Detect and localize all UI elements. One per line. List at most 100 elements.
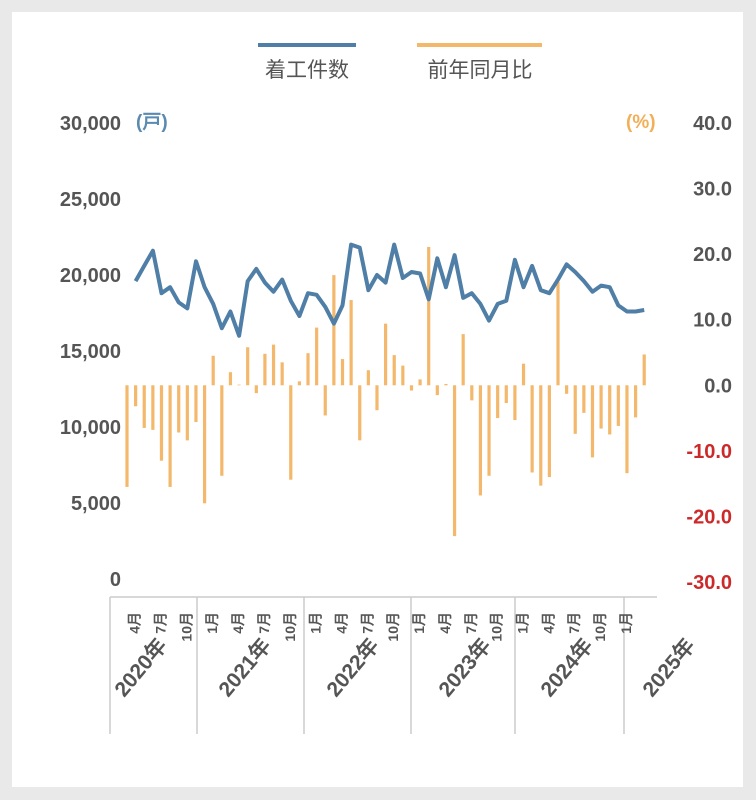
bar: [271, 344, 276, 386]
bar: [366, 370, 370, 386]
bar: [427, 246, 431, 386]
month-label: 10月: [489, 612, 505, 642]
month-label: 1月: [411, 612, 427, 634]
line-series: [133, 242, 645, 338]
bar: [461, 334, 465, 386]
bar: [315, 327, 319, 386]
bar: [444, 383, 448, 386]
combo-chart: 着工件数 前年同月比 (戸) (%) 0 5,000 10,000 15,000 20,…: [60, 43, 732, 734]
legend-bar-label: 前年同月比: [428, 59, 533, 82]
bar: [375, 385, 379, 411]
bar: [349, 300, 353, 386]
bar: [228, 372, 233, 386]
year-label: 2021年: [214, 634, 276, 701]
year-label: 2025年: [638, 634, 700, 701]
bar: [521, 363, 526, 386]
left-tick-label: 20,000: [60, 265, 121, 287]
x-axis: 4月 7月 10月 1月 4月 7月 10月 1月 4月 7月 10月 1月 4月 7月 10月 1月 4月 7月…: [109, 596, 700, 734]
left-tick-label: 10,000: [60, 417, 121, 439]
bar: [478, 385, 483, 496]
bar: [392, 355, 396, 386]
right-tick-label: -30.0: [686, 572, 732, 594]
bar: [358, 385, 362, 441]
bar: [332, 275, 336, 386]
bar: [142, 385, 146, 428]
year-label: 2023年: [434, 634, 496, 701]
month-label: 10月: [385, 612, 401, 642]
bar: [470, 385, 474, 401]
bar: [487, 385, 491, 476]
year-label: 2022年: [322, 634, 384, 701]
bar: [168, 385, 172, 487]
bar: [642, 354, 646, 386]
bar: [504, 385, 508, 403]
bar: [306, 353, 310, 386]
month-label: 10月: [592, 612, 608, 642]
bar: [565, 385, 569, 394]
bar: [496, 385, 500, 419]
bar: [194, 385, 198, 423]
bar: [220, 385, 224, 476]
month-label: 7月: [359, 612, 375, 634]
month-label: 7月: [256, 612, 272, 634]
right-tick-label: 20.0: [693, 244, 732, 266]
month-label: 1月: [204, 612, 220, 634]
right-tick-label: 40.0: [693, 113, 732, 135]
bar: [530, 385, 534, 473]
month-label: 1月: [308, 612, 324, 634]
bar: [608, 385, 612, 435]
right-tick-label: -10.0: [686, 441, 732, 463]
bar: [401, 365, 405, 386]
left-tick-label: 0: [110, 569, 121, 591]
bar: [539, 385, 543, 486]
bar: [452, 385, 457, 537]
bar: [616, 385, 620, 426]
month-label: 4月: [437, 612, 453, 634]
month-label: 1月: [515, 612, 531, 634]
bar: [340, 359, 345, 386]
bar: [263, 353, 267, 386]
right-tick-label: 10.0: [693, 310, 732, 332]
bar: [409, 385, 414, 391]
left-tick-label: 5,000: [71, 493, 121, 515]
bar: [125, 385, 129, 487]
bar: [185, 385, 189, 441]
month-label: 4月: [230, 612, 246, 634]
bar: [590, 385, 595, 458]
bar: [625, 385, 629, 474]
bar: [384, 323, 388, 386]
bar: [254, 385, 258, 394]
chart-card: 着工件数 前年同月比 (戸) (%) 0 5,000 10,000 15,000 20,…: [12, 12, 743, 787]
month-label: 4月: [540, 612, 556, 634]
year-label: 2020年: [110, 634, 172, 701]
month-label: 4月: [334, 612, 350, 634]
month-label: 4月: [127, 612, 143, 634]
bar: [289, 385, 293, 480]
right-tick-label: -20.0: [686, 506, 732, 528]
legend-line-label: 着工件数: [265, 59, 349, 82]
bar: [202, 385, 207, 504]
month-label: 10月: [178, 612, 194, 642]
right-tick-label: 30.0: [693, 179, 732, 201]
bar: [237, 384, 241, 386]
bar: [573, 385, 577, 434]
bar: [280, 362, 284, 386]
bar: [633, 385, 638, 418]
month-label: 7月: [566, 612, 582, 634]
left-axis-ticks: 0 5,000 10,000 15,000 20,000 25,000 30,000: [60, 113, 121, 591]
left-axis-unit: (戸): [136, 112, 168, 133]
bar: [134, 385, 138, 407]
month-label: 1月: [618, 612, 634, 634]
legend: 着工件数 前年同月比: [258, 43, 542, 82]
bar: [582, 385, 586, 413]
bar: [246, 347, 250, 386]
right-axis-unit: (%): [626, 112, 656, 133]
year-label: 2024年: [536, 634, 598, 701]
bar: [297, 381, 301, 386]
bar: [211, 355, 215, 386]
left-tick-label: 30,000: [60, 113, 121, 135]
bar: [177, 385, 181, 433]
right-axis-ticks: -30.0 -20.0 -10.0 0.0 10.0 20.0 30.0 40.0: [686, 113, 732, 594]
bar: [556, 281, 560, 386]
month-label: 7月: [152, 612, 168, 634]
